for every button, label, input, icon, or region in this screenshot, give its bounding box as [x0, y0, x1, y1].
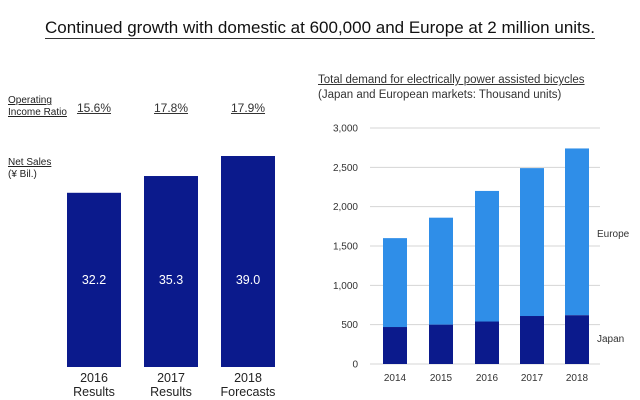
right-chart-subtitle: (Japan and European markets: Thousand un… [318, 89, 562, 101]
net-sales-category-type-2016: Results [73, 385, 115, 399]
demand-ytick-1000: 1,000 [333, 281, 358, 292]
legend-japan-label: Japan [597, 334, 624, 345]
net-sales-bar-2018 [221, 156, 275, 367]
demand-europe-bar-2016 [475, 190, 499, 322]
demand-japan-bar-2018 [565, 315, 589, 364]
net-sales-label-line1: Net Sales [8, 157, 52, 168]
demand-xtick-2017: 2017 [521, 373, 544, 384]
demand-ytick-2000: 2,000 [333, 202, 358, 213]
net-sales-value-label-2018: 39.0 [236, 273, 260, 287]
demand-xtick-2016: 2016 [476, 373, 499, 384]
demand-ytick-2500: 2,500 [333, 163, 358, 174]
ratio-2017: 17.8% [153, 101, 189, 115]
net-sales-label-line2: (¥ Bil.) [8, 169, 37, 180]
legend-europe-label: Europe [597, 229, 630, 240]
ratio-2016: 15.6% [76, 101, 112, 115]
demand-ytick-500: 500 [341, 320, 358, 331]
net-sales-category-year-2017: 2017 [157, 371, 185, 385]
net-sales-label: Net Sales (¥ Bil.) [8, 157, 51, 181]
demand-xtick-2018: 2018 [566, 373, 589, 384]
demand-xtick-2015: 2015 [430, 373, 453, 384]
demand-japan-bar-2015 [429, 324, 453, 364]
demand-europe-bar-2014 [383, 238, 407, 328]
demand-europe-bar-2015 [429, 217, 453, 325]
net-sales-value-label-2017: 35.3 [159, 273, 183, 287]
ratio-2018: 17.9% [230, 101, 266, 115]
net-sales-value-label-2016: 32.2 [82, 273, 106, 287]
operating-label: Operating Income Ratio [8, 95, 67, 119]
slide-title-text: Continued growth with domestic at 600,00… [45, 18, 595, 39]
net-sales-bar-2016 [67, 192, 121, 367]
demand-japan-bar-2016 [475, 321, 499, 364]
operating-label-line2: Income Ratio [8, 107, 67, 118]
demand-ytick-1500: 1,500 [333, 242, 358, 253]
operating-label-line1: Operating [8, 95, 52, 106]
demand-ytick-0: 0 [352, 360, 358, 371]
demand-ytick-3000: 3,000 [333, 124, 358, 135]
demand-japan-bar-2014 [383, 327, 407, 364]
demand-xtick-2014: 2014 [384, 373, 407, 384]
demand-europe-bar-2017 [520, 168, 544, 317]
net-sales-category-type-2017: Results [150, 385, 192, 399]
demand-europe-bar-2018 [565, 148, 589, 316]
net-sales-category-year-2018: 2018 [234, 371, 262, 385]
net-sales-category-type-2018: Forecasts [221, 385, 276, 399]
slide-title: Continued growth with domestic at 600,00… [0, 18, 640, 39]
demand-japan-bar-2017 [520, 316, 544, 364]
right-chart-title: Total demand for electrically power assi… [318, 74, 585, 86]
net-sales-category-year-2016: 2016 [80, 371, 108, 385]
net-sales-bar-2017 [144, 176, 198, 367]
